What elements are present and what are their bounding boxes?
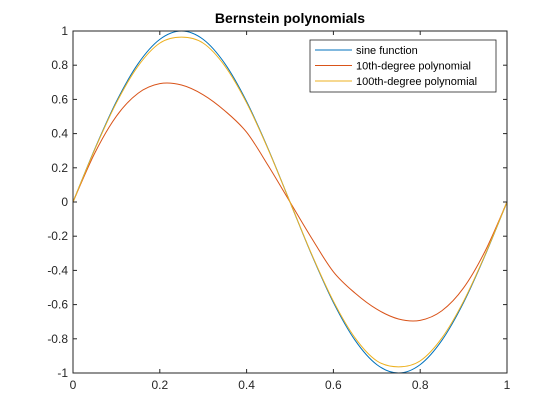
y-tick-label: 0.8 bbox=[51, 58, 68, 72]
y-tick-label: 0.2 bbox=[51, 161, 68, 175]
y-tick-label: 0.4 bbox=[51, 127, 68, 141]
y-tick-label: 0 bbox=[61, 195, 68, 209]
series-layer bbox=[72, 30, 508, 374]
y-tick-label: 0.6 bbox=[51, 92, 68, 106]
y-tick-label: -1 bbox=[57, 366, 68, 380]
y-tick-label: -0.6 bbox=[47, 298, 68, 312]
legend: sine function 10th-degree polynomial 100th… bbox=[309, 39, 497, 93]
x-tick-label: 0.8 bbox=[412, 378, 429, 392]
legend-label-2: 10th-degree polynomial bbox=[356, 61, 471, 73]
x-tick-label: 0.2 bbox=[151, 378, 168, 392]
x-tick-label: 0.6 bbox=[325, 378, 342, 392]
x-tick-label: 1 bbox=[504, 378, 511, 392]
axes-layer: 0 0.2 0.4 0.6 0.8 1 -1 -0.8 -0.6 -0.4 -0.2 0 0.2 0.4 0… bbox=[47, 24, 510, 392]
y-tick-label: -0.4 bbox=[47, 263, 68, 277]
legend-label-3: 100th-degree polynomial bbox=[356, 76, 477, 88]
chart-title: Bernstein polynomials bbox=[215, 10, 365, 26]
series-line-3 bbox=[72, 36, 508, 368]
y-tick-label: 1 bbox=[61, 24, 68, 38]
x-tick-label: 0.4 bbox=[238, 378, 255, 392]
legend-label-1: sine function bbox=[356, 45, 418, 57]
x-tick-label: 0 bbox=[70, 378, 77, 392]
y-tick-label: -0.8 bbox=[47, 332, 68, 346]
y-tick-label: -0.2 bbox=[47, 229, 68, 243]
